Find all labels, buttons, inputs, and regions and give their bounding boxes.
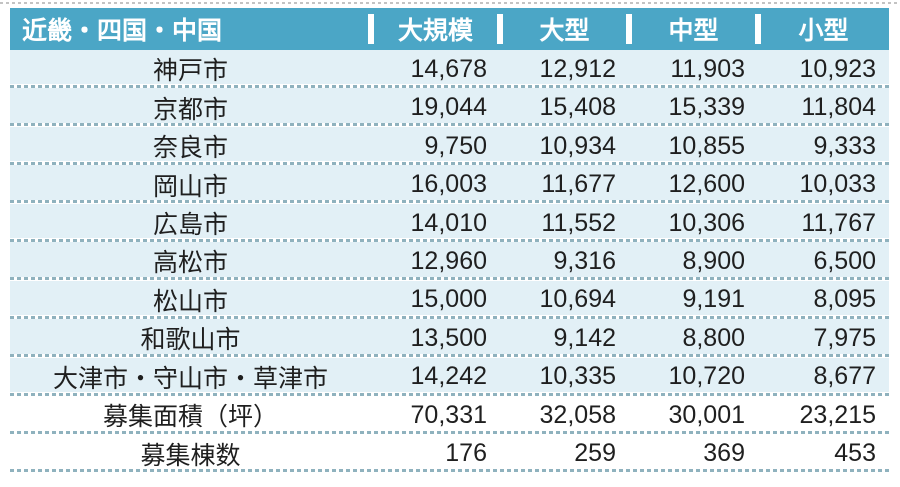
value-cell: 10,855 <box>668 131 745 160</box>
value-cell: 9,333 <box>813 131 876 160</box>
value-cell: 70,331 <box>410 400 487 429</box>
row-label: 神戸市 <box>152 57 228 86</box>
column-header-large: 大型 <box>497 8 629 50</box>
value-cell: 11,903 <box>670 54 745 83</box>
row-label: 大津市・守山市・草津市 <box>52 364 328 393</box>
table-row: 京都市 19,044 15,408 15,339 11,804 <box>10 88 889 128</box>
row-label: 高松市 <box>152 249 228 278</box>
value-cell: 15,408 <box>539 93 616 122</box>
value-cell: 14,678 <box>410 54 487 83</box>
table-header-row: 近畿・四国・中国 大規模 大型 中型 小型 <box>10 8 889 50</box>
regional-rent-table: 近畿・四国・中国 大規模 大型 中型 小型 神戸市 14,678 12,912 11,… <box>10 8 889 474</box>
value-cell: 10,033 <box>799 170 876 199</box>
table-row: 広島市 14,010 11,552 10,306 11,767 <box>10 203 889 243</box>
value-cell: 14,010 <box>410 208 487 237</box>
value-cell: 19,044 <box>410 93 487 122</box>
summary-row: 募集棟数 176 259 369 453 <box>10 434 889 474</box>
row-label: 奈良市 <box>152 134 228 163</box>
value-cell: 10,306 <box>668 208 745 237</box>
value-cell: 12,912 <box>539 54 616 83</box>
table-row: 神戸市 14,678 12,912 11,903 10,923 <box>10 50 889 89</box>
value-cell: 15,339 <box>668 93 745 122</box>
value-cell: 11,804 <box>801 93 876 122</box>
value-cell: 9,750 <box>424 131 487 160</box>
value-cell: 10,720 <box>668 362 745 391</box>
value-cell: 10,694 <box>539 285 616 314</box>
value-cell: 15,000 <box>410 285 487 314</box>
column-header-large-scale: 大規模 <box>368 8 500 50</box>
summary-row: 募集面積（坪） 70,331 32,058 30,001 23,215 <box>10 396 889 435</box>
table-row: 松山市 15,000 10,694 9,191 8,095 <box>10 280 889 320</box>
value-cell: 453 <box>834 439 876 468</box>
top-border-line <box>0 2 900 4</box>
value-cell: 8,900 <box>682 246 745 275</box>
row-label: 京都市 <box>152 95 228 124</box>
column-header-small: 小型 <box>755 8 889 50</box>
value-cell: 10,923 <box>799 54 876 83</box>
table-row: 高松市 12,960 9,316 8,900 6,500 <box>10 242 889 282</box>
value-cell: 11,767 <box>801 208 876 237</box>
table-body: 神戸市 14,678 12,912 11,903 10,923 京都市 19,044 15,4… <box>10 50 889 474</box>
value-cell: 10,335 <box>539 362 616 391</box>
table-row: 和歌山市 13,500 9,142 8,800 7,975 <box>10 319 889 359</box>
value-cell: 176 <box>445 439 487 468</box>
value-cell: 8,800 <box>682 323 745 352</box>
value-cell: 16,003 <box>410 170 487 199</box>
value-cell: 11,677 <box>541 170 616 199</box>
value-cell: 259 <box>574 439 616 468</box>
value-cell: 6,500 <box>813 246 876 275</box>
row-label: 広島市 <box>152 211 228 240</box>
value-cell: 369 <box>703 439 745 468</box>
value-cell: 7,975 <box>813 323 876 352</box>
table-title: 近畿・四国・中国 <box>22 17 223 45</box>
value-cell: 32,058 <box>539 400 616 429</box>
value-cell: 11,552 <box>541 208 616 237</box>
value-cell: 9,316 <box>553 246 616 275</box>
value-cell: 10,934 <box>539 131 616 160</box>
row-label: 募集棟数 <box>140 441 241 470</box>
value-cell: 12,600 <box>668 170 745 199</box>
row-label: 岡山市 <box>152 172 228 201</box>
table-row: 奈良市 9,750 10,934 10,855 9,333 <box>10 126 889 166</box>
row-label: 和歌山市 <box>140 326 241 355</box>
value-cell: 23,215 <box>799 400 876 429</box>
row-label: 松山市 <box>152 287 228 316</box>
column-header-medium: 中型 <box>626 8 758 50</box>
value-cell: 8,095 <box>813 285 876 314</box>
value-cell: 12,960 <box>410 246 487 275</box>
table-row: 大津市・守山市・草津市 14,242 10,335 10,720 8,677 <box>10 357 889 397</box>
value-cell: 8,677 <box>813 362 876 391</box>
value-cell: 30,001 <box>668 400 745 429</box>
row-label: 募集面積（坪） <box>102 403 278 432</box>
value-cell: 9,191 <box>682 285 745 314</box>
value-cell: 13,500 <box>410 323 487 352</box>
value-cell: 14,242 <box>410 362 487 391</box>
value-cell: 9,142 <box>553 323 616 352</box>
table-row: 岡山市 16,003 11,677 12,600 10,033 <box>10 165 889 205</box>
